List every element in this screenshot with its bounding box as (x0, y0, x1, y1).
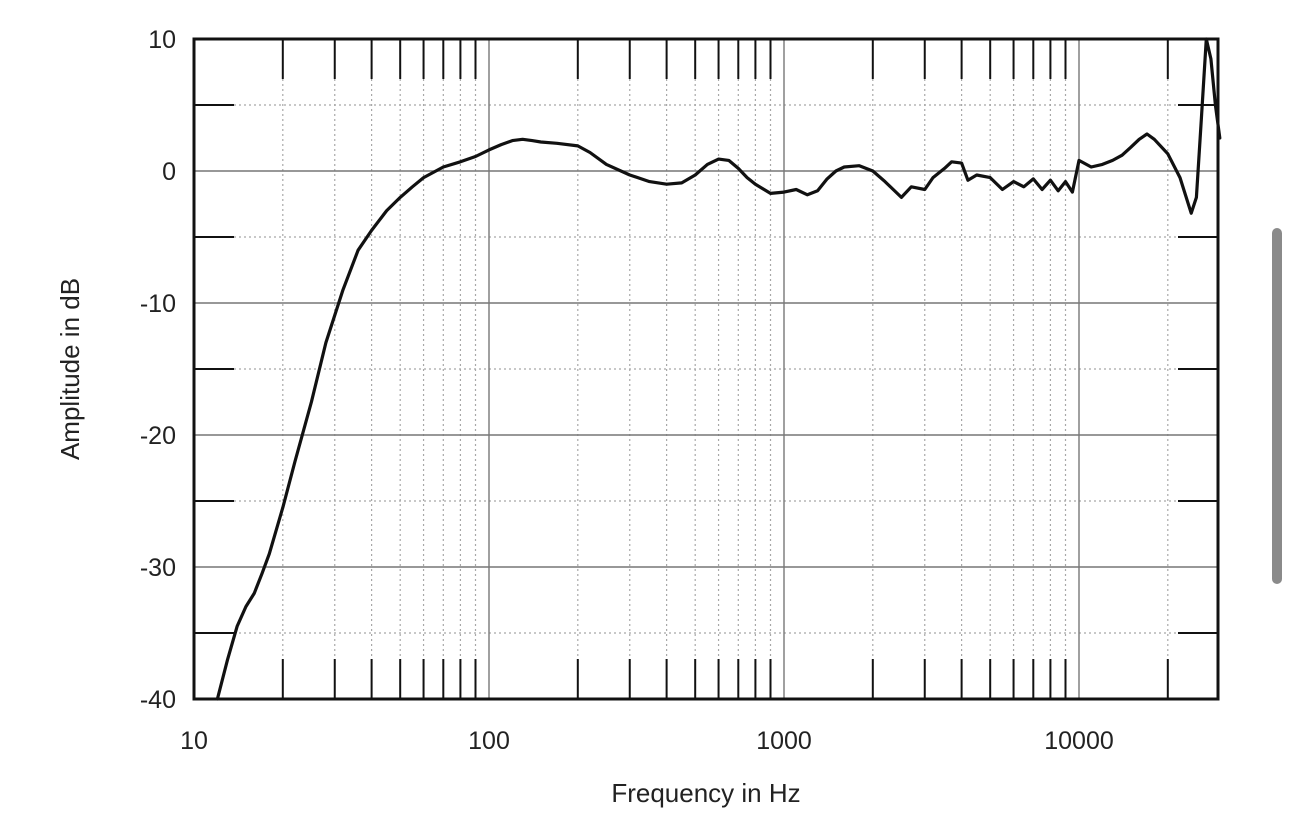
y-tick-label: -20 (140, 422, 176, 450)
y-axis-tick-labels: 10 0 -10 -20 -30 -40 (140, 26, 176, 714)
axis-tick-marks (194, 39, 1218, 699)
x-axis-tick-labels: 10 100 1000 10000 (180, 727, 1114, 755)
minor-gridlines (194, 39, 1218, 699)
y-tick-label: 10 (148, 26, 176, 54)
y-tick-label: -40 (140, 686, 176, 714)
x-tick-label: 10000 (1044, 727, 1114, 755)
y-tick-label: 0 (162, 158, 176, 186)
series-layer (215, 37, 1222, 701)
plot-frame (192, 37, 1220, 701)
x-axis-title: Frequency in Hz (611, 778, 800, 808)
vertical-scrollbar-thumb[interactable] (1272, 228, 1282, 584)
x-tick-label: 1000 (756, 727, 812, 755)
x-tick-label: 10 (180, 727, 208, 755)
y-tick-label: -10 (140, 290, 176, 318)
major-gridlines (194, 39, 1218, 699)
x-tick-label: 100 (468, 727, 510, 755)
response-curve-line (215, 37, 1222, 701)
y-axis-title: Amplitude in dB (55, 278, 85, 460)
y-tick-label: -30 (140, 554, 176, 582)
